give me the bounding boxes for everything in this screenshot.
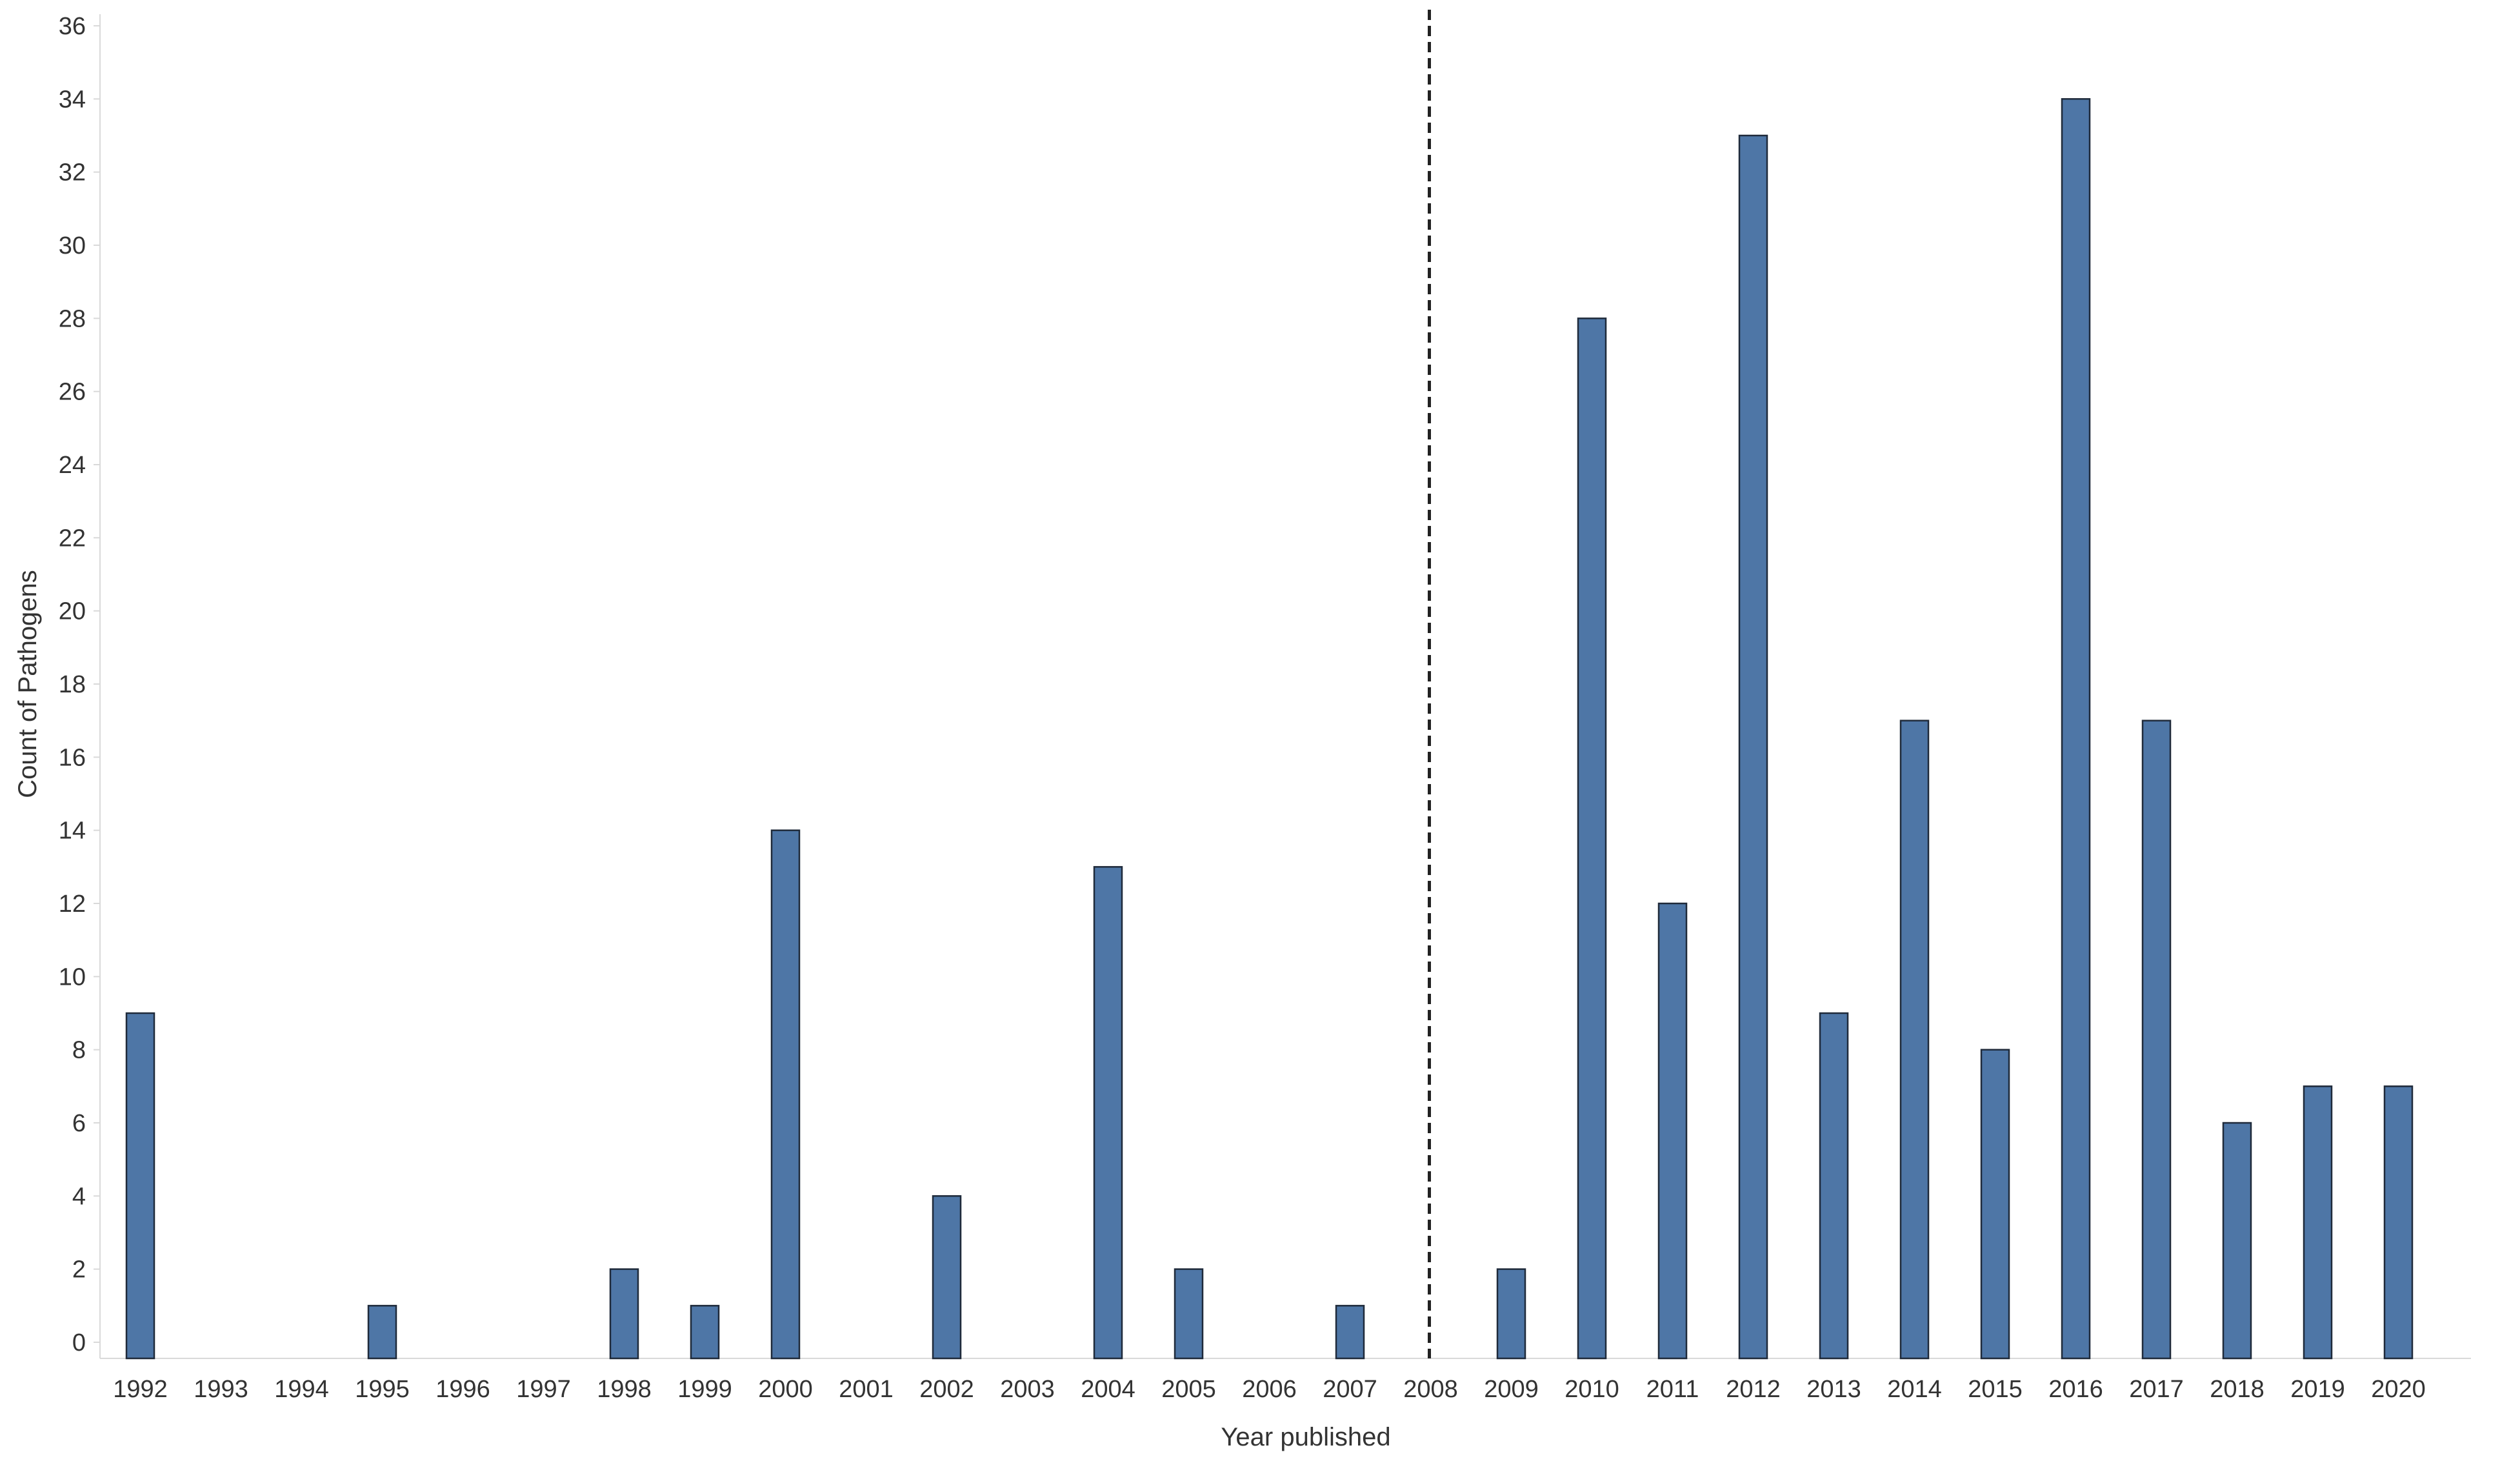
x-axis: 1992 1993 1994 1995 1996 1997 1998 1999 2000 2001… (100, 1358, 2471, 1403)
bar-2012 (1738, 134, 1768, 1360)
y-tick-label: 26 (59, 379, 86, 406)
bar-2015 (1980, 1049, 2010, 1360)
x-tick-label: 1993 (194, 1376, 248, 1403)
x-tick-label: 2003 (1000, 1376, 1055, 1403)
bar-1999 (690, 1305, 720, 1360)
x-tick-label: 2015 (1968, 1376, 2023, 1403)
x-tick-label: 1995 (355, 1376, 410, 1403)
x-tick-label: 2005 (1161, 1376, 1216, 1403)
x-tick-label: 2007 (1323, 1376, 1377, 1403)
y-tick-label: 30 (59, 232, 86, 259)
x-axis-title: Year published (1221, 1423, 1390, 1451)
bar-2011 (1657, 902, 1688, 1360)
x-tick-label: 2013 (1806, 1376, 1861, 1403)
x-tick-label: 2018 (2210, 1376, 2265, 1403)
x-tick-label: 2011 (1646, 1376, 1699, 1403)
y-tick-label: 34 (59, 86, 86, 113)
x-tick-label: 2016 (2048, 1376, 2103, 1403)
y-tick-label: 8 (72, 1037, 86, 1064)
bar-2000 (770, 829, 801, 1360)
y-tick-label: 18 (59, 671, 86, 698)
bar-2007 (1335, 1305, 1365, 1360)
x-tick-label: 1997 (516, 1376, 571, 1403)
x-tick-label: 1998 (597, 1376, 652, 1403)
x-tick-label: 1994 (274, 1376, 329, 1403)
x-tick-label: 2020 (2371, 1376, 2426, 1403)
x-tick-label: 2010 (1565, 1376, 1619, 1403)
x-tick-label: 2006 (1242, 1376, 1297, 1403)
bar-2005 (1174, 1268, 1204, 1360)
x-tick-label: 2017 (2129, 1376, 2184, 1403)
bar-1992 (125, 1012, 155, 1360)
x-tick-label: 1996 (435, 1376, 490, 1403)
y-tick-label: 2 (72, 1256, 86, 1284)
x-tick-label: 2002 (919, 1376, 974, 1403)
y-tick-label: 36 (59, 13, 86, 40)
bar-2017 (2141, 720, 2172, 1360)
x-tick-label: 2012 (1726, 1376, 1781, 1403)
y-tick-label: 28 (59, 305, 86, 332)
bar-2014 (1899, 720, 1930, 1360)
bar-2010 (1577, 317, 1607, 1360)
bar-2002 (932, 1195, 962, 1360)
x-tick-label: 2014 (1887, 1376, 1942, 1403)
x-tick-label: 2001 (839, 1376, 894, 1403)
x-tick-label: 2019 (2290, 1376, 2345, 1403)
x-tick-label: 1992 (113, 1376, 168, 1403)
bar-2013 (1819, 1012, 1849, 1360)
y-tick-label: 6 (72, 1110, 86, 1137)
y-tick-label: 10 (59, 963, 86, 991)
bar-series (125, 98, 2414, 1360)
x-tick-label: 2009 (1484, 1376, 1539, 1403)
y-tick-label: 16 (59, 744, 86, 771)
y-tick-label: 20 (59, 598, 86, 625)
y-tick-label: 0 (72, 1329, 86, 1356)
x-tick-label: 1999 (677, 1376, 732, 1403)
bar-2016 (2061, 98, 2091, 1360)
bar-2018 (2222, 1122, 2252, 1360)
y-tick-label: 4 (72, 1183, 86, 1210)
y-tick-label: 14 (59, 818, 86, 845)
x-tick-label: 2000 (758, 1376, 813, 1403)
y-tick-label: 22 (59, 525, 86, 552)
x-tick-label: 2008 (1403, 1376, 1458, 1403)
y-tick-label: 12 (59, 891, 86, 918)
y-tick-label: 24 (59, 452, 86, 479)
x-tick-label: 2004 (1081, 1376, 1135, 1403)
y-tick-label: 32 (59, 159, 86, 186)
bar-2019 (2303, 1085, 2333, 1360)
bar-2020 (2383, 1085, 2414, 1360)
bar-1995 (367, 1305, 397, 1360)
bar-2009 (1496, 1268, 1526, 1360)
bar-1998 (609, 1268, 639, 1360)
bar-2004 (1093, 866, 1123, 1360)
y-axis-title: Count of Pathogens (14, 570, 42, 798)
